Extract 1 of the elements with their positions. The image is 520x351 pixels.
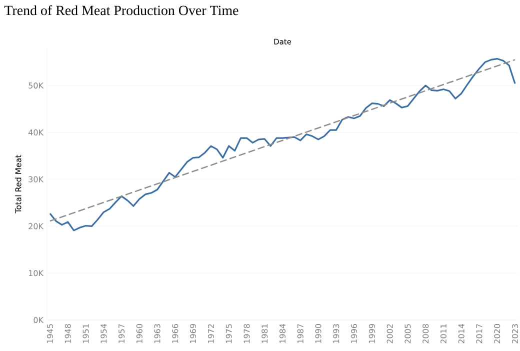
chart-title: Trend of Red Meat Production Over Time bbox=[4, 5, 238, 16]
